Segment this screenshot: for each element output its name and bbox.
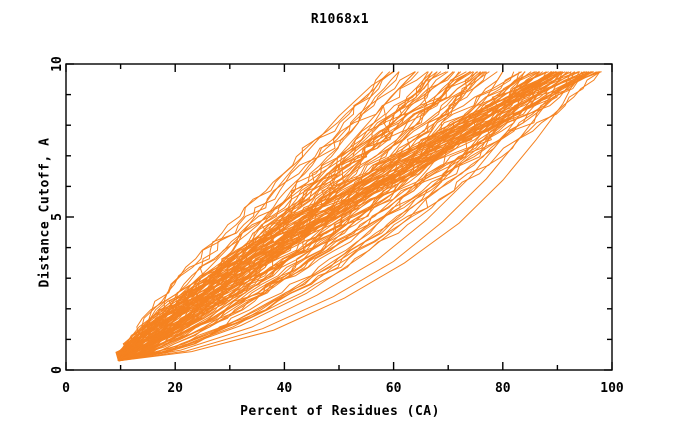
data-curve (118, 71, 592, 362)
data-curve (118, 71, 601, 362)
svg-text:0: 0 (50, 366, 65, 374)
data-curve (118, 71, 532, 362)
svg-text:0: 0 (62, 381, 70, 396)
svg-text:5: 5 (50, 213, 65, 221)
tick-labels: 0 20 40 60 80 100 0 5 10 (50, 56, 624, 396)
data-curve (118, 71, 384, 362)
data-curve (118, 71, 562, 362)
data-curve (118, 71, 472, 362)
data-curves (115, 71, 602, 362)
data-curve (118, 71, 498, 362)
data-curve (116, 71, 428, 361)
x-axis-label: Percent of Residues (CA) (240, 404, 440, 419)
data-curve (118, 71, 583, 362)
data-curve (118, 71, 456, 362)
data-curve (118, 71, 564, 362)
data-curve (118, 71, 478, 362)
data-curve (118, 71, 485, 362)
data-curve (118, 71, 585, 362)
data-curve (118, 71, 438, 362)
svg-text:10: 10 (50, 56, 65, 72)
data-curve (118, 71, 563, 362)
svg-text:20: 20 (167, 381, 183, 396)
data-curve (118, 71, 438, 362)
data-curve (118, 71, 580, 362)
data-curve (118, 71, 481, 362)
plot-frame (65, 63, 613, 371)
data-curve (118, 71, 552, 362)
data-curve (118, 71, 569, 362)
data-curve (118, 71, 395, 362)
data-curve (118, 71, 504, 362)
svg-text:100: 100 (600, 381, 624, 396)
page-title: R1068x1 (310, 12, 370, 27)
data-curve (118, 71, 416, 362)
svg-text:80: 80 (495, 381, 511, 396)
data-curve (118, 71, 549, 362)
data-curve (118, 71, 557, 362)
data-curve (118, 71, 568, 362)
data-curve (118, 71, 561, 362)
data-curve (117, 71, 394, 361)
svg-text:40: 40 (277, 381, 293, 396)
data-curve (118, 71, 590, 362)
data-curve (118, 71, 471, 362)
data-curve (118, 71, 601, 362)
svg-text:60: 60 (386, 381, 402, 396)
data-curve (118, 71, 595, 362)
data-curve (118, 71, 400, 362)
